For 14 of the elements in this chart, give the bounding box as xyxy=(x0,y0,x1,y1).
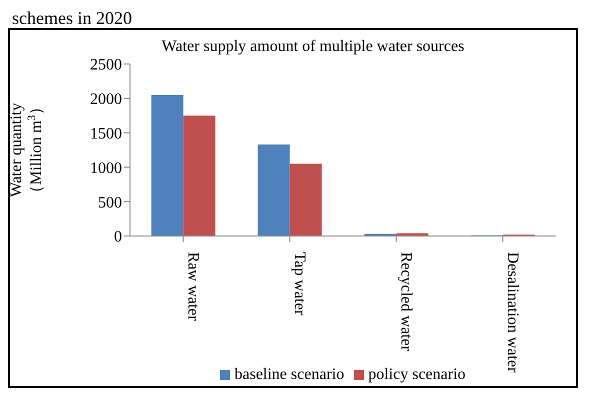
legend-label: policy scenario xyxy=(368,366,466,383)
text: schemes in 2020 xyxy=(12,8,133,28)
y-tick-label: 2000 xyxy=(90,91,122,108)
y-tick-label: 1000 xyxy=(90,160,122,177)
x-tick-label: Recycled water xyxy=(397,252,414,352)
x-tick-label: Tap water xyxy=(290,252,308,316)
chart-title: Water supply amount of multiple water sources xyxy=(160,38,466,56)
x-tick-label: Desalination water xyxy=(504,252,521,374)
y-tick-label: 0 xyxy=(114,228,122,246)
legend-label: baseline scenario xyxy=(234,366,344,383)
y-tick-label: 500 xyxy=(98,194,122,212)
x-tick-label: Raw water xyxy=(184,252,202,322)
y-tick-label: 1500 xyxy=(90,125,122,142)
y-tick-label: 2500 xyxy=(90,56,122,74)
